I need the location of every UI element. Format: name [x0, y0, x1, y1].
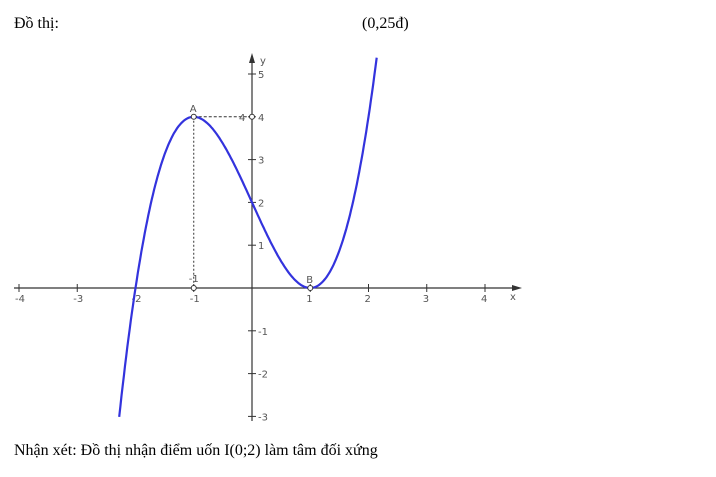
x-tick-label: -1	[190, 294, 200, 305]
guide-label-x: -1	[189, 274, 199, 285]
x-tick-label: 1	[306, 294, 312, 305]
x-tick-label: 3	[423, 294, 429, 305]
function-graph: x y -4 -3 -2 -1 1 2 3 4 -3 -2 -1 1 2 3 4 5 -1 4 A B	[14, 53, 522, 423]
y-tick-label: -1	[258, 327, 268, 338]
points-label: (0,25đ)	[362, 15, 409, 32]
point-label: A	[190, 104, 197, 115]
y-tick-label: 4	[258, 113, 264, 124]
foot-point	[249, 113, 255, 120]
foot-point	[190, 285, 197, 291]
y-tick-label: 2	[258, 198, 264, 209]
series-line	[118, 57, 378, 418]
y-tick-label: 1	[258, 241, 264, 252]
y-axis-label: y	[260, 56, 266, 67]
y-axis-arrow-icon	[249, 53, 255, 63]
y-tick-label: 5	[258, 70, 264, 81]
y-tick-label: -2	[258, 370, 268, 381]
point-marker	[307, 285, 314, 291]
x-tick-label: -3	[73, 294, 83, 305]
x-axis-arrow-icon	[512, 285, 522, 291]
x-tick-label: -4	[15, 294, 25, 305]
section-heading: Đồ thị:	[14, 15, 59, 32]
y-tick-label: 3	[258, 156, 264, 167]
remark-text: Nhận xét: Đồ thị nhận điểm uốn I(0;2) là…	[14, 442, 378, 459]
guide-label-y: 4	[239, 113, 245, 124]
x-tick-label: 2	[365, 294, 371, 305]
x-tick-label: -2	[132, 294, 142, 305]
x-axis-label: x	[510, 292, 516, 303]
y-tick-label: -3	[258, 412, 268, 423]
x-tick-label: 4	[481, 294, 487, 305]
point-marker	[190, 113, 197, 120]
point-label: B	[306, 275, 313, 286]
